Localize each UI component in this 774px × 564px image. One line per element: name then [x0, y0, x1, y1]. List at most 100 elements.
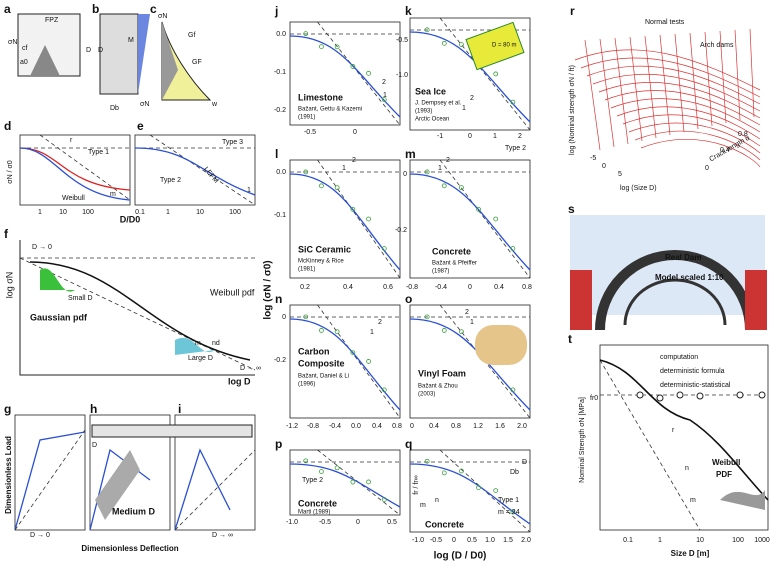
plot-frame: [289, 21, 401, 126]
plot-frame: [19, 134, 131, 206]
curve: [409, 173, 531, 271]
panel-text: 1: [342, 165, 346, 172]
model-arch: [623, 278, 727, 326]
panel-text: Type 2: [160, 177, 181, 184]
panel-text: (1991): [298, 115, 315, 121]
sample-point: [350, 479, 356, 485]
panel-text: Arctic Ocean: [415, 117, 449, 123]
guide-line: [317, 304, 401, 419]
panel-text: 0: [410, 423, 414, 430]
panel-text: Normal tests: [645, 19, 685, 26]
guide-line: [19, 257, 256, 371]
sample-point: [493, 488, 499, 494]
panel-text: 0.8: [738, 131, 748, 138]
panel-text: FPZ: [45, 17, 59, 24]
curve: [689, 32, 699, 130]
sample-point: [441, 40, 447, 46]
sample-point: [510, 387, 516, 393]
panel-text: Dimensionless Deflection: [81, 544, 178, 553]
panel-text: Weibull: [712, 458, 740, 467]
guide-line: [39, 134, 131, 201]
wall-left: [570, 270, 592, 330]
panel-text: 1: [470, 319, 474, 326]
sample-point: [366, 359, 371, 364]
plot-frame: [289, 159, 401, 279]
panel-text: σN / σ0: [7, 160, 14, 184]
sample-point: [366, 479, 371, 485]
panel-text: nd: [212, 340, 220, 347]
panel-text: (1981): [298, 267, 315, 273]
curve: [644, 35, 657, 139]
sample-point: [303, 31, 309, 37]
panel-text: 0.1: [135, 209, 145, 216]
curve: [719, 30, 727, 124]
sample-point: [319, 44, 324, 50]
sample-point: [441, 328, 447, 333]
panel-text: 0.4: [494, 284, 504, 291]
panel-label: b: [92, 2, 99, 16]
curve: [704, 31, 713, 127]
panel-text: σN: [8, 39, 17, 46]
panel-text: 1.6: [495, 423, 505, 430]
plot-frame: [289, 304, 401, 419]
computation-marker: [736, 391, 744, 399]
panel-label: a: [4, 2, 11, 16]
panel-text: -1.2: [286, 423, 298, 430]
sample-point: [510, 246, 516, 251]
sample-point: [381, 97, 387, 102]
panel-text: D → 0: [30, 532, 50, 539]
panel-text: 2: [378, 319, 382, 326]
panel-text: 2: [465, 309, 469, 316]
panel-label: g: [4, 402, 11, 416]
panel-text: r: [672, 427, 675, 434]
panel-text: fr0: [590, 395, 598, 402]
sample-point: [350, 206, 356, 212]
panel-text: 0.5: [387, 519, 397, 526]
panel-text: 10: [59, 209, 67, 216]
pdf-small: [40, 268, 75, 292]
curve: [604, 90, 761, 126]
panel-text: 10: [696, 537, 704, 544]
panel-text: -0.5: [319, 519, 331, 526]
panel-text: fr / fr∞: [413, 475, 420, 494]
guide-line: [317, 159, 401, 279]
panel-text: 0.8: [451, 423, 461, 430]
panel-text: m: [195, 340, 201, 347]
plot-frame: [89, 414, 171, 531]
foam-inset: [475, 325, 527, 365]
panel-text: LEFM: [202, 166, 219, 185]
panel-text: 2: [470, 95, 474, 102]
curve: [409, 31, 531, 123]
sample-point: [459, 329, 464, 335]
panel-text: -1: [437, 133, 443, 140]
panel-text: Real Dam: [665, 253, 701, 262]
curve: [614, 37, 629, 145]
curve: [409, 318, 531, 411]
guide-line: [439, 449, 531, 533]
plot-frame: [134, 134, 256, 206]
guide-line: [174, 449, 256, 531]
sample-point: [381, 497, 387, 502]
sample-point: [381, 246, 387, 251]
panel-text: 10: [196, 209, 204, 216]
guide-line: [317, 21, 401, 126]
panel-text: -0.4: [435, 284, 447, 291]
panel-text: 1000: [754, 537, 770, 544]
panel-text: Bažant & Zhou: [418, 384, 458, 390]
panel-text: Sea Ice: [415, 86, 446, 96]
crack: [30, 45, 60, 76]
panel-text: 1.2: [473, 423, 483, 430]
curve: [584, 39, 601, 151]
panel-text: Bažant & Pfeiffer: [432, 261, 477, 267]
panel-text: GF: [192, 59, 202, 66]
panel-text: 0.8: [392, 423, 402, 430]
guide-line: [439, 159, 531, 279]
panel-label: r: [570, 4, 575, 18]
panel-text: -0.2: [274, 107, 286, 114]
panel-text: Large D: [188, 355, 213, 362]
curve: [629, 36, 643, 142]
panel-text: Weibull: [62, 195, 85, 202]
plot-frame: [409, 304, 531, 419]
panel-text: σN: [140, 101, 149, 108]
panel-text: J. Dempsey et al.: [415, 101, 462, 107]
